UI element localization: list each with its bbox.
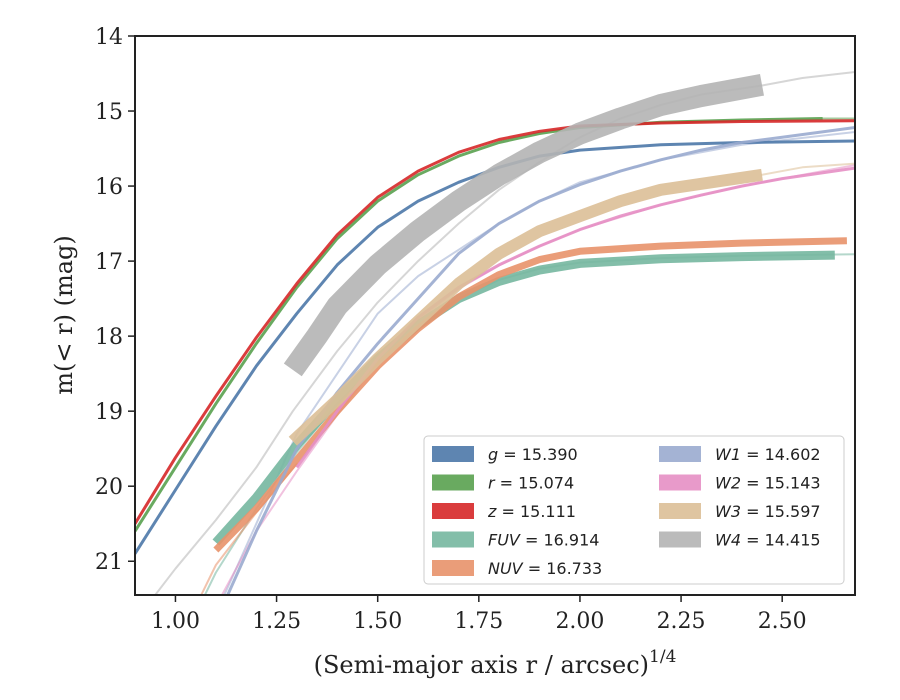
y-tick-label: 15 [95, 100, 123, 125]
legend: g = 15.390 r = 15.074 z = 15.111 FUV = 16.9… [423, 435, 845, 585]
legend-entry-w1: W1 = 14.602 [715, 445, 821, 464]
plot-frame [134, 35, 856, 596]
x-tick-label: 1.50 [353, 609, 402, 634]
legend-box [423, 435, 845, 585]
legend-swatch-r [432, 474, 474, 491]
x-tick-label: 1.25 [252, 609, 301, 634]
model-line-w3 [761, 162, 855, 176]
y-tick-label: 14 [95, 25, 123, 50]
x-tick-label: 2.50 [758, 609, 807, 634]
measured-band-w3 [288, 168, 763, 446]
legend-swatch-z [432, 503, 474, 519]
x-tick-label: 2.00 [555, 609, 604, 634]
y-axis: 14 15 16 17 18 19 20 21 [95, 25, 135, 575]
x-tick-label: 1.00 [151, 609, 200, 634]
x-tick-label: 2.25 [657, 609, 706, 634]
legend-swatch-w1 [659, 446, 701, 462]
y-axis-label: m(< r) (mag) [50, 235, 78, 394]
legend-entry-g: g = 15.390 [488, 445, 578, 464]
legend-swatch-w2 [659, 474, 701, 491]
y-tick-label: 19 [95, 400, 123, 425]
x-tick-label: 1.75 [454, 609, 503, 634]
measured-band-w4 [283, 73, 764, 377]
legend-swatch-w3 [659, 503, 701, 519]
legend-swatch-fuv [432, 531, 474, 548]
legend-swatch-w4 [659, 531, 701, 548]
legend-entry-z: z = 15.111 [487, 502, 576, 521]
legend-entry-w3: W3 = 15.597 [715, 502, 821, 521]
legend-entry-w2: W2 = 15.143 [715, 474, 821, 493]
legend-entry-fuv: FUV = 16.914 [488, 531, 599, 550]
legend-swatch-nuv [432, 560, 474, 576]
legend-entry-nuv: NUV = 16.733 [488, 559, 602, 578]
x-axis-label: (Semi-major axis r / arcsec)1/4 [314, 647, 677, 679]
legend-entry-w4: W4 = 14.415 [715, 531, 821, 550]
measured-band-g [135, 139, 855, 555]
y-tick-label: 18 [95, 325, 123, 350]
y-tick-label: 21 [95, 550, 123, 575]
legend-swatch-g [432, 446, 474, 462]
measured-band-nuv [213, 237, 847, 553]
y-tick-label: 16 [95, 175, 123, 200]
y-tick-label: 17 [95, 250, 123, 275]
x-axis-label-text: (Semi-major axis r / arcsec) [314, 651, 649, 679]
legend-entry-r: r = 15.074 [488, 474, 574, 493]
x-axis: 1.00 1.25 1.50 1.75 2.00 2.25 2.50 [151, 595, 807, 634]
x-axis-label-power: 1/4 [649, 647, 676, 667]
measured-bands [135, 73, 855, 595]
y-tick-label: 20 [95, 475, 123, 500]
